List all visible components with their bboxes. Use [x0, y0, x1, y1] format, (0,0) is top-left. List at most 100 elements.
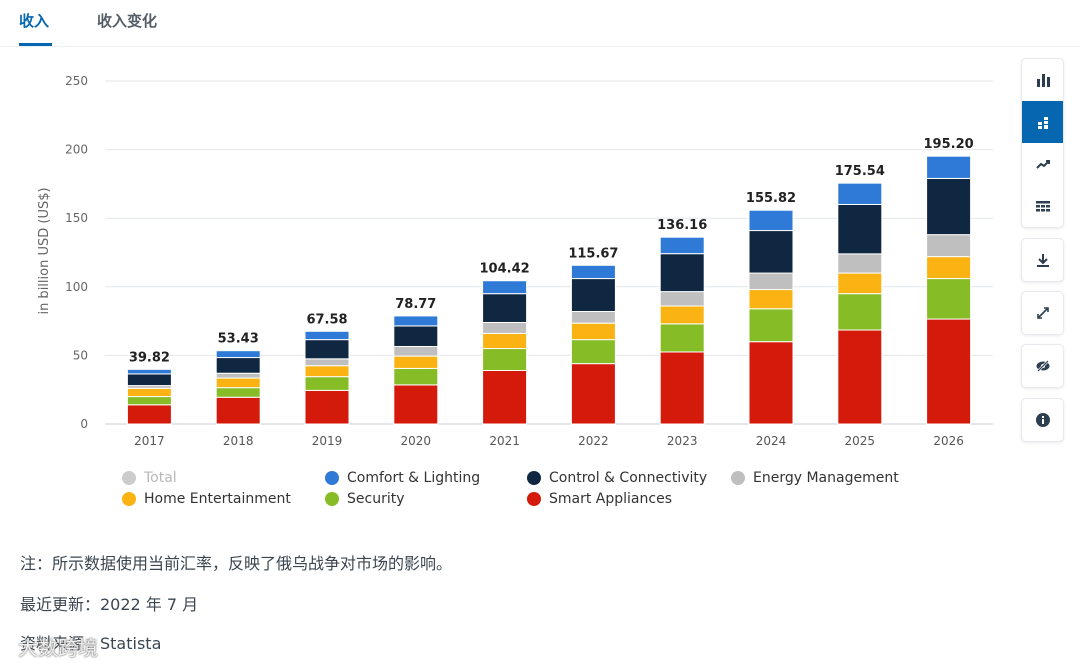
- legend-item-home-entertainment[interactable]: Home Entertainment: [122, 491, 291, 507]
- bar-segment-smart-appliances-2021[interactable]: [482, 369, 528, 425]
- x-tick-label: 2019: [312, 434, 343, 446]
- bar-segment-comfort-lighting-2019[interactable]: [304, 330, 350, 341]
- bar-segment-home-entertainment-2021[interactable]: [482, 332, 528, 350]
- bar-segment-control-connectivity-2018[interactable]: [215, 357, 261, 374]
- bar-segment-energy-management-2020[interactable]: [393, 345, 439, 357]
- bar-segment-security-2019[interactable]: [304, 376, 350, 391]
- bar-segment-control-connectivity-2017[interactable]: [126, 373, 172, 387]
- bar-segment-smart-appliances-2019[interactable]: [304, 389, 350, 425]
- fullscreen-icon: [1036, 307, 1049, 319]
- bar-segment-control-connectivity-2020[interactable]: [393, 325, 439, 347]
- legend-label: Total: [144, 470, 177, 486]
- bar-segment-energy-management-2022[interactable]: [570, 310, 616, 324]
- bar-segment-smart-appliances-2024[interactable]: [748, 341, 794, 425]
- bar-segment-home-entertainment-2024[interactable]: [748, 289, 794, 310]
- tab-bar: 收入 收入变化: [0, 0, 1080, 47]
- bar-segment-home-entertainment-2020[interactable]: [393, 355, 439, 369]
- bar-segment-security-2024[interactable]: [748, 308, 794, 343]
- bar-segment-comfort-lighting-2022[interactable]: [570, 264, 616, 280]
- watermark-text: 大数跨境: [18, 636, 98, 660]
- hide-group: [1021, 344, 1064, 388]
- bar-segment-energy-management-2024[interactable]: [748, 272, 794, 291]
- bar-segment-home-entertainment-2023[interactable]: [659, 305, 705, 325]
- bar-segment-energy-management-2018[interactable]: [215, 372, 261, 379]
- bar-segment-home-entertainment-2019[interactable]: [304, 365, 350, 378]
- bar-segment-energy-management-2025[interactable]: [837, 253, 883, 274]
- bar-segment-energy-management-2019[interactable]: [304, 358, 350, 367]
- legend-marker: [325, 471, 339, 485]
- bar-segment-smart-appliances-2023[interactable]: [659, 351, 705, 425]
- bar-segment-energy-management-2023[interactable]: [659, 291, 705, 307]
- bar-segment-security-2023[interactable]: [659, 323, 705, 353]
- bar-chart-button[interactable]: [1022, 59, 1063, 101]
- bar-segment-smart-appliances-2017[interactable]: [126, 404, 172, 425]
- hide-button[interactable]: [1022, 345, 1063, 387]
- bar-segment-security-2017[interactable]: [126, 396, 172, 406]
- bar-segment-security-2021[interactable]: [482, 348, 528, 371]
- info-button[interactable]: [1022, 399, 1063, 441]
- bar-segment-control-connectivity-2019[interactable]: [304, 339, 350, 360]
- x-tick-label: 2024: [756, 434, 787, 446]
- chart-bars: [126, 155, 972, 425]
- y-tick-label: 100: [65, 280, 88, 294]
- bar-segment-control-connectivity-2024[interactable]: [748, 230, 794, 274]
- bar-segment-smart-appliances-2020[interactable]: [393, 384, 439, 425]
- bar-segment-smart-appliances-2025[interactable]: [837, 329, 883, 425]
- bar-segment-comfort-lighting-2026[interactable]: [926, 155, 972, 179]
- source-text: 资料来源：Statista: [20, 634, 162, 653]
- y-tick-label: 0: [80, 417, 88, 431]
- bar-segment-security-2025[interactable]: [837, 293, 883, 331]
- bar-segment-home-entertainment-2017[interactable]: [126, 387, 172, 398]
- legend-item-total[interactable]: Total: [122, 470, 177, 486]
- bar-segment-smart-appliances-2026[interactable]: [926, 318, 972, 425]
- stacked-bar-button[interactable]: [1022, 101, 1063, 143]
- total-label-2017: 39.82: [129, 350, 170, 365]
- trend-line-button[interactable]: [1022, 143, 1063, 185]
- bar-segment-comfort-lighting-2020[interactable]: [393, 315, 439, 327]
- bar-segment-comfort-lighting-2021[interactable]: [482, 280, 528, 295]
- bar-segment-control-connectivity-2023[interactable]: [659, 253, 705, 293]
- bar-segment-comfort-lighting-2024[interactable]: [748, 209, 794, 232]
- bar-segment-energy-management-2026[interactable]: [926, 234, 972, 258]
- legend-item-smart-appliances[interactable]: Smart Appliances: [527, 491, 672, 507]
- total-label-2018: 53.43: [218, 332, 259, 347]
- legend-item-comfort-lighting[interactable]: Comfort & Lighting: [325, 470, 480, 486]
- bar-segment-security-2018[interactable]: [215, 387, 261, 398]
- y-tick-label: 250: [65, 74, 88, 88]
- bar-segment-control-connectivity-2026[interactable]: [926, 177, 972, 236]
- x-tick-label: 2026: [933, 434, 964, 446]
- bar-segment-control-connectivity-2022[interactable]: [570, 278, 616, 312]
- bar-segment-home-entertainment-2018[interactable]: [215, 377, 261, 389]
- y-axis-labels: 0 50 100 150 200 250: [65, 74, 88, 431]
- bar-segment-home-entertainment-2022[interactable]: [570, 322, 616, 341]
- bar-segment-control-connectivity-2021[interactable]: [482, 293, 528, 323]
- stacked-bar-chart: 2017 2018 2019 2020 2021 2022 2023 2024 2025 2026…: [37, 74, 993, 446]
- bar-segment-security-2022[interactable]: [570, 339, 616, 365]
- bar-segment-energy-management-2021[interactable]: [482, 321, 528, 334]
- legend-item-energy-management[interactable]: Energy Management: [731, 470, 899, 486]
- bar-segment-security-2020[interactable]: [393, 367, 439, 386]
- fullscreen-button[interactable]: [1022, 292, 1063, 334]
- bar-segment-control-connectivity-2025[interactable]: [837, 203, 883, 255]
- legend-item-control-connectivity[interactable]: Control & Connectivity: [527, 470, 707, 486]
- download-button[interactable]: [1022, 239, 1063, 281]
- legend-label: Comfort & Lighting: [347, 470, 481, 486]
- bar-segment-smart-appliances-2022[interactable]: [570, 363, 616, 425]
- total-label-2025: 175.54: [835, 164, 885, 179]
- tab-revenue-change[interactable]: 收入变化: [97, 12, 158, 30]
- bar-segment-home-entertainment-2026[interactable]: [926, 256, 972, 280]
- bar-segment-comfort-lighting-2017[interactable]: [126, 368, 172, 375]
- bar-segment-smart-appliances-2018[interactable]: [215, 396, 261, 425]
- x-tick-label: 2018: [223, 434, 254, 446]
- table-view-button[interactable]: [1022, 185, 1063, 227]
- bar-segment-home-entertainment-2025[interactable]: [837, 272, 883, 295]
- bar-segment-comfort-lighting-2018[interactable]: [215, 350, 261, 359]
- legend-marker: [731, 471, 745, 485]
- bar-segment-security-2026[interactable]: [926, 278, 972, 320]
- fullscreen-group: [1021, 291, 1064, 335]
- bar-segment-comfort-lighting-2025[interactable]: [837, 182, 883, 205]
- y-tick-label: 200: [65, 143, 88, 157]
- tab-revenue[interactable]: 收入: [19, 12, 50, 30]
- bar-segment-comfort-lighting-2023[interactable]: [659, 236, 705, 255]
- legend-item-security[interactable]: Security: [325, 491, 405, 507]
